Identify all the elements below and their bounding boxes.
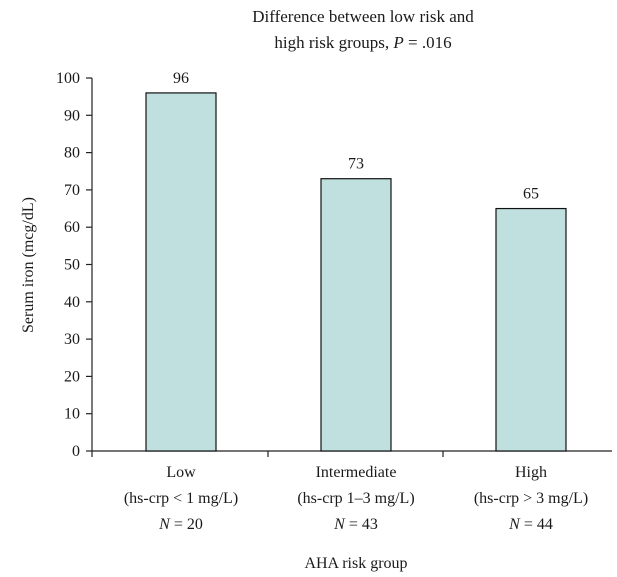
y-tick-label: 20 [64,368,80,385]
x-category-detail: (hs-crp < 1 mg/L) [124,490,238,507]
chart-title-line-1: Difference between low risk and [252,7,474,26]
bar-intermediate [320,178,392,452]
y-tick-label: 70 [64,182,80,199]
x-category-n: N = 44 [508,516,553,533]
x-axis-title: AHA risk group [304,555,407,572]
y-tick-label: 0 [72,443,80,460]
x-category-n: N = 43 [333,516,378,533]
x-category-detail: (hs-crp > 3 mg/L) [474,490,588,507]
y-axis-title: Serum iron (mcg/dL) [20,197,37,333]
bar-high [495,207,567,452]
data-label: 65 [523,186,539,203]
y-tick-label: 50 [64,257,80,274]
y-tick-label: 10 [64,406,80,423]
y-axis: 0 10 20 30 40 50 60 70 80 90 100 [56,70,93,460]
y-tick-label: 80 [64,145,80,162]
x-category-name: High [515,464,547,481]
category-labels: Low (hs-crp < 1 mg/L) N = 20 Intermediate (h… [124,464,588,533]
data-label: 73 [348,156,364,173]
y-tick-label: 100 [56,70,80,87]
data-labels: 96 73 65 [173,70,539,203]
x-axis [91,450,612,457]
x-category-detail: (hs-crp 1–3 mg/L) [297,490,414,507]
x-category-name: Intermediate [316,464,397,481]
y-tick-label: 40 [64,294,80,311]
data-label: 96 [173,70,189,87]
y-tick-label: 90 [64,107,80,124]
y-tick-label: 30 [64,331,80,348]
y-tick-label: 60 [64,219,80,236]
chart-title-line-2: high risk groups, P = .016 [274,33,451,52]
bars [145,92,567,452]
x-category-name: Low [166,464,196,481]
bar-low [145,92,217,452]
x-category-n: N = 20 [158,516,203,533]
